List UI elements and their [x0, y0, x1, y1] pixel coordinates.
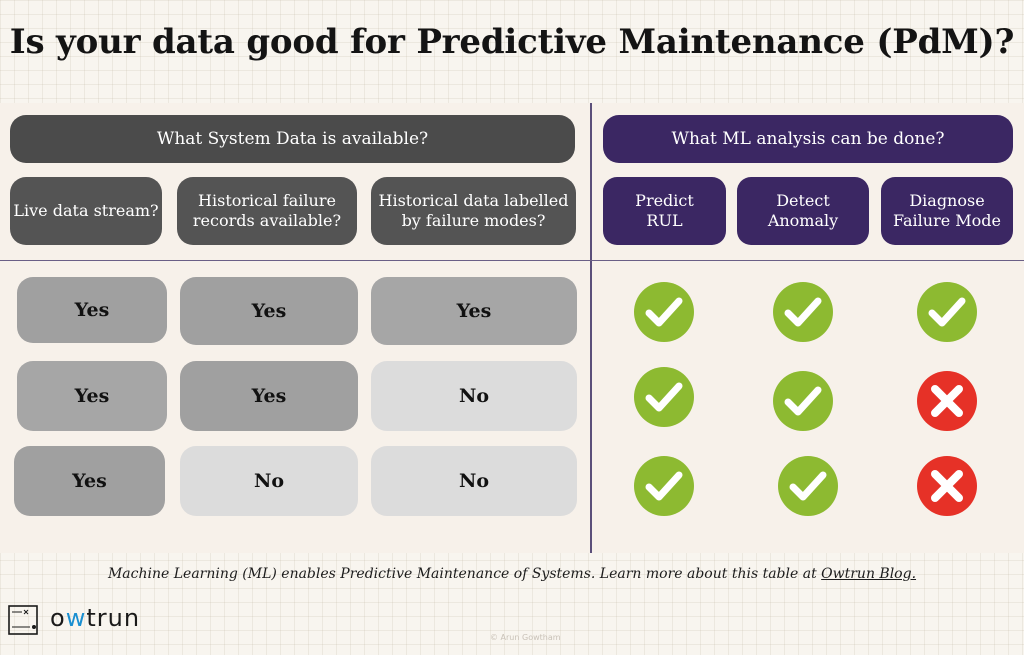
row2-predict-rul-check-icon	[634, 367, 694, 427]
column-historical-failure-records: Historical failure records available?	[177, 177, 357, 245]
row2-detect-anomaly-check-icon	[773, 371, 833, 431]
row1-detect-anomaly-check-icon	[773, 282, 833, 342]
vertical-divider	[590, 103, 592, 553]
brand-prefix: o	[50, 604, 66, 632]
column-detect-anomaly: Detect Anomaly	[737, 177, 869, 245]
row1-predict-rul-check-icon	[634, 282, 694, 342]
row3-diagnose-failure-cross-icon	[917, 456, 977, 516]
column-live-data-stream: Live data stream?	[10, 177, 162, 245]
column-predict-rul: Predict RUL	[603, 177, 726, 245]
page-title: Is your data good for Predictive Mainten…	[9, 22, 1015, 62]
row2-diagnose-failure-cross-icon	[917, 371, 977, 431]
row2-live-data-cell: Yes	[17, 361, 167, 431]
row3-detect-anomaly-check-icon	[778, 456, 838, 516]
row3-failure-mode-labels-cell: No	[371, 446, 577, 516]
brand-wordmark: owtrun	[50, 604, 140, 632]
row1-diagnose-failure-check-icon	[917, 282, 977, 342]
brand-suffix: trun	[86, 604, 141, 632]
copyright-watermark: © Arun Gowtham	[490, 633, 561, 642]
row3-live-data-cell: Yes	[14, 446, 165, 516]
system-data-header: What System Data is available?	[10, 115, 575, 163]
row3-predict-rul-check-icon	[634, 456, 694, 516]
owtrun-blog-link[interactable]: Owtrun Blog.	[821, 566, 917, 582]
column-failure-mode-labels: Historical data labelled by failure mode…	[371, 177, 576, 245]
horizontal-divider	[0, 260, 1024, 261]
row3-failure-records-cell: No	[180, 446, 358, 516]
row2-failure-mode-labels-cell: No	[371, 361, 577, 431]
row1-failure-records-cell: Yes	[180, 277, 358, 345]
row2-failure-records-cell: Yes	[180, 361, 358, 431]
footer-text: Machine Learning (ML) enables Predictive…	[107, 566, 822, 582]
ml-analysis-header: What ML analysis can be done?	[603, 115, 1013, 163]
owtrun-logo-icon	[8, 605, 38, 635]
column-diagnose-failure-mode: Diagnose Failure Mode	[881, 177, 1013, 245]
row1-failure-mode-labels-cell: Yes	[371, 277, 577, 345]
row1-live-data-cell: Yes	[17, 277, 167, 343]
footer-note: Machine Learning (ML) enables Predictive…	[0, 566, 1024, 582]
brand-accent: w	[65, 604, 87, 632]
